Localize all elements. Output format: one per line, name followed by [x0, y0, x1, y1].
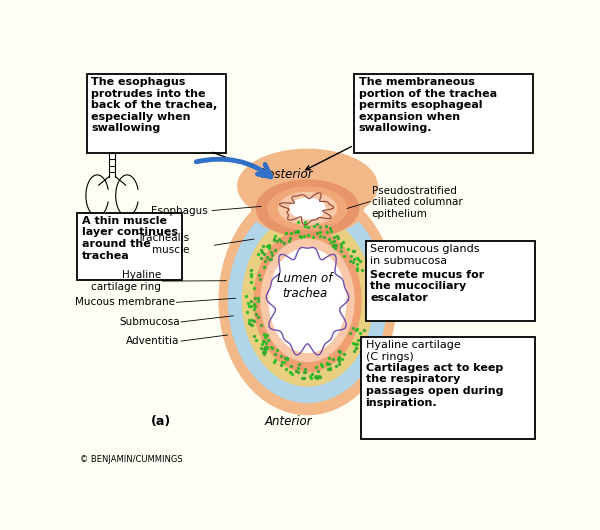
Text: Esophagus: Esophagus [151, 206, 208, 216]
FancyBboxPatch shape [365, 241, 535, 321]
Text: Pseudostratified
ciliated columnar
epithelium: Pseudostratified ciliated columnar epith… [371, 186, 463, 219]
Text: Adventitia: Adventitia [126, 336, 179, 346]
Ellipse shape [219, 186, 396, 414]
Text: A thin muscle
layer continues
around the
trachea: A thin muscle layer continues around the… [82, 216, 178, 261]
Ellipse shape [278, 192, 337, 224]
Text: Trachealis
muscle: Trachealis muscle [137, 233, 189, 255]
Text: (a): (a) [151, 415, 171, 428]
Text: Secrete mucus for
the mucociliary
escalator: Secrete mucus for the mucociliary escala… [370, 270, 485, 303]
Ellipse shape [252, 186, 364, 235]
Ellipse shape [268, 187, 347, 230]
FancyBboxPatch shape [77, 213, 182, 280]
Text: The membraneous
portion of the trachea
permits esophageal
expansion when
swallow: The membraneous portion of the trachea p… [359, 77, 497, 134]
Ellipse shape [254, 229, 361, 372]
Text: The esophagus
protrudes into the
back of the trachea,
especially when
swallowing: The esophagus protrudes into the back of… [91, 77, 218, 134]
Text: Posterior: Posterior [260, 168, 313, 181]
Text: Mucous membrane: Mucous membrane [75, 297, 175, 307]
Ellipse shape [290, 198, 325, 219]
Text: Seromucous glands
in submucosa: Seromucous glands in submucosa [370, 244, 480, 266]
Text: Submucosa: Submucosa [119, 317, 179, 327]
Ellipse shape [269, 248, 346, 352]
Ellipse shape [238, 149, 377, 223]
FancyBboxPatch shape [354, 74, 533, 153]
Text: Hyaline cartilage
(C rings): Hyaline cartilage (C rings) [365, 340, 460, 362]
Text: Cartilages act to keep
the respiratory
passages open during
inspiration.: Cartilages act to keep the respiratory p… [365, 363, 503, 408]
FancyBboxPatch shape [86, 74, 226, 153]
Ellipse shape [242, 215, 373, 386]
Text: Lumen of
trachea: Lumen of trachea [277, 272, 333, 300]
Text: © BENJAMIN/CUMMINGS: © BENJAMIN/CUMMINGS [80, 455, 182, 464]
Ellipse shape [256, 180, 359, 237]
Text: Hyaline
cartilage ring: Hyaline cartilage ring [91, 270, 161, 292]
FancyBboxPatch shape [361, 337, 535, 439]
Text: Anterior: Anterior [265, 416, 313, 428]
Ellipse shape [261, 239, 354, 361]
Ellipse shape [229, 198, 386, 402]
